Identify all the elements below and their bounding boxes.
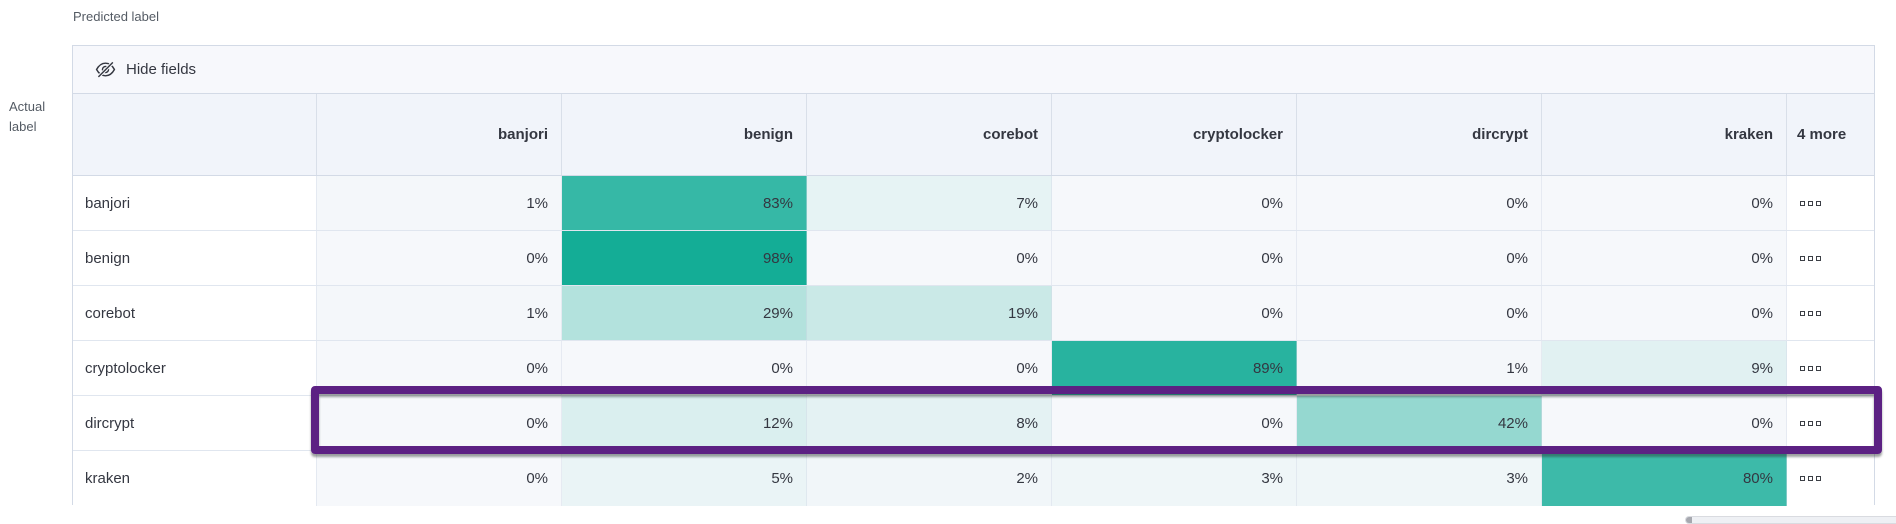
- row-label-kraken: kraken: [73, 451, 317, 506]
- matrix-row-corebot: corebot 1% 29% 19% 0% 0% 0%: [73, 286, 1874, 341]
- column-header-cryptolocker[interactable]: cryptolocker: [1052, 94, 1297, 175]
- cell-banjori-corebot: 7%: [807, 176, 1052, 230]
- row-actions-button-dircrypt[interactable]: [1787, 396, 1874, 450]
- cell-benign-corebot: 0%: [807, 231, 1052, 285]
- column-header-benign[interactable]: benign: [562, 94, 807, 175]
- cell-corebot-dircrypt: 0%: [1297, 286, 1542, 340]
- column-header-row: banjori benign corebot cryptolocker dircrypt…: [73, 94, 1874, 176]
- matrix-row-benign: benign 0% 98% 0% 0% 0% 0%: [73, 231, 1874, 286]
- cell-corebot-corebot: 19%: [807, 286, 1052, 340]
- cell-benign-cryptolocker: 0%: [1052, 231, 1297, 285]
- hide-fields-button[interactable]: Hide fields: [73, 59, 196, 81]
- cell-cryptolocker-dircrypt: 1%: [1297, 341, 1542, 395]
- boxes-horizontal-icon: [1800, 255, 1821, 261]
- matrix-row-dircrypt: dircrypt 0% 12% 8% 0% 42% 0%: [73, 396, 1874, 451]
- cell-benign-benign: 98%: [562, 231, 807, 285]
- predicted-label-axis: Predicted label: [73, 9, 159, 24]
- row-actions-button-corebot[interactable]: [1787, 286, 1874, 340]
- row-actions-button-benign[interactable]: [1787, 231, 1874, 285]
- cell-dircrypt-banjori: 0%: [317, 396, 562, 450]
- cell-kraken-benign: 5%: [562, 451, 807, 506]
- cell-dircrypt-corebot: 8%: [807, 396, 1052, 450]
- boxes-horizontal-icon: [1800, 420, 1821, 426]
- cell-banjori-kraken: 0%: [1542, 176, 1787, 230]
- cell-banjori-dircrypt: 0%: [1297, 176, 1542, 230]
- cell-dircrypt-dircrypt: 42%: [1297, 396, 1542, 450]
- cell-dircrypt-cryptolocker: 0%: [1052, 396, 1297, 450]
- cell-kraken-cryptolocker: 3%: [1052, 451, 1297, 506]
- cell-corebot-benign: 29%: [562, 286, 807, 340]
- column-header-banjori[interactable]: banjori: [317, 94, 562, 175]
- horizontal-scrollbar[interactable]: [1685, 516, 1896, 524]
- cell-kraken-banjori: 0%: [317, 451, 562, 506]
- cell-benign-banjori: 0%: [317, 231, 562, 285]
- row-actions-button-kraken[interactable]: [1787, 451, 1874, 506]
- cell-dircrypt-benign: 12%: [562, 396, 807, 450]
- grid-body: banjori 1% 83% 7% 0% 0% 0% benign 0% 98% 0% 0% 0% 0% c…: [73, 176, 1874, 506]
- eye-closed-icon: [95, 61, 116, 79]
- cell-corebot-kraken: 0%: [1542, 286, 1787, 340]
- matrix-row-cryptolocker: cryptolocker 0% 0% 0% 89% 1% 9%: [73, 341, 1874, 396]
- cell-cryptolocker-banjori: 0%: [317, 341, 562, 395]
- boxes-horizontal-icon: [1800, 365, 1821, 371]
- boxes-horizontal-icon: [1800, 476, 1821, 481]
- row-label-banjori: banjori: [73, 176, 317, 230]
- cell-kraken-kraken: 80%: [1542, 451, 1787, 506]
- cell-banjori-banjori: 1%: [317, 176, 562, 230]
- boxes-horizontal-icon: [1800, 310, 1821, 316]
- column-header-dircrypt[interactable]: dircrypt: [1297, 94, 1542, 175]
- cell-dircrypt-kraken: 0%: [1542, 396, 1787, 450]
- cell-cryptolocker-cryptolocker: 89%: [1052, 341, 1297, 395]
- cell-cryptolocker-corebot: 0%: [807, 341, 1052, 395]
- column-header-more[interactable]: 4 more: [1797, 125, 1847, 143]
- cell-benign-dircrypt: 0%: [1297, 231, 1542, 285]
- row-label-dircrypt: dircrypt: [73, 396, 317, 450]
- cell-kraken-corebot: 2%: [807, 451, 1052, 506]
- cell-corebot-cryptolocker: 0%: [1052, 286, 1297, 340]
- hide-fields-label: Hide fields: [126, 60, 197, 78]
- row-label-benign: benign: [73, 231, 317, 285]
- actual-label-axis: Actual label: [9, 99, 46, 134]
- grid-toolbar: Hide fields: [73, 46, 1874, 94]
- boxes-horizontal-icon: [1800, 200, 1821, 206]
- matrix-row-kraken: kraken 0% 5% 2% 3% 3% 80%: [73, 451, 1874, 506]
- row-actions-button-cryptolocker[interactable]: [1787, 341, 1874, 395]
- cell-benign-kraken: 0%: [1542, 231, 1787, 285]
- cell-banjori-cryptolocker: 0%: [1052, 176, 1297, 230]
- row-actions-button-banjori[interactable]: [1787, 176, 1874, 230]
- matrix-row-banjori: banjori 1% 83% 7% 0% 0% 0%: [73, 176, 1874, 231]
- cell-cryptolocker-kraken: 9%: [1542, 341, 1787, 395]
- cell-kraken-dircrypt: 3%: [1297, 451, 1542, 506]
- confusion-matrix-grid: Hide fields banjori benign corebot cryptolo…: [72, 45, 1875, 506]
- cell-corebot-banjori: 1%: [317, 286, 562, 340]
- corner-header-cell: [73, 94, 317, 175]
- row-label-corebot: corebot: [73, 286, 317, 340]
- scrollbar-thumb[interactable]: [1686, 517, 1692, 523]
- cell-cryptolocker-benign: 0%: [562, 341, 807, 395]
- column-header-kraken[interactable]: kraken: [1542, 94, 1787, 175]
- cell-banjori-benign: 83%: [562, 176, 807, 230]
- column-header-corebot[interactable]: corebot: [807, 94, 1052, 175]
- row-label-cryptolocker: cryptolocker: [73, 341, 317, 395]
